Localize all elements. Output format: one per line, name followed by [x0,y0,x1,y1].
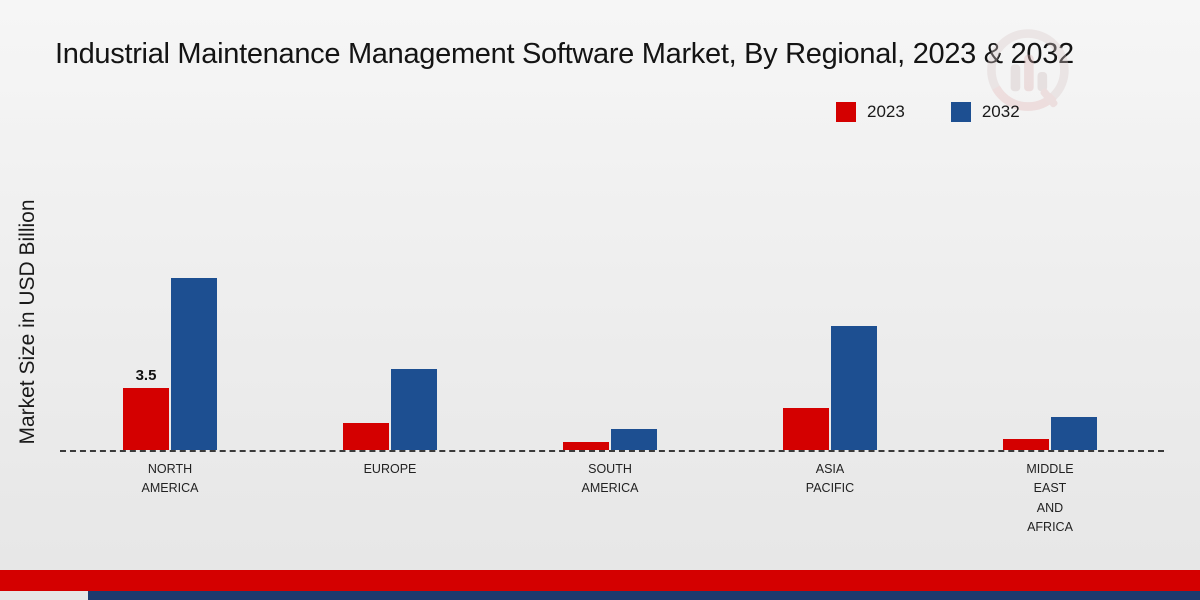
x-axis-baseline [60,450,1164,452]
legend-item-2023: 2023 [836,102,905,122]
legend-label-2023: 2023 [867,102,905,121]
legend-label-2032: 2032 [981,102,1020,121]
legend-swatch-2023 [836,102,856,122]
category-label-north-america: NORTH AMERICA [141,462,199,496]
bar-2032-asia-pacific [831,326,877,450]
legend: 2023 2032 [836,102,1020,122]
bar-2023-europe [343,423,389,450]
bar-2032-europe [391,369,437,450]
category-label-middle-east-and-africa: MIDDLE EAST AND AFRICA [1026,462,1074,535]
bar-2032-north-america [171,278,217,450]
bar-2023-middle-east-and-africa [1003,439,1049,450]
bar-2023-south-america [563,442,609,450]
bar-2032-middle-east-and-africa [1051,417,1097,450]
bar-value-label: 3.5 [135,367,157,384]
footer-red-band [0,570,1200,591]
chart-title: Industrial Maintenance Management Softwa… [55,38,1074,70]
legend-item-2032: 2032 [950,102,1020,122]
category-label-asia-pacific: ASIA PACIFIC [805,462,855,496]
category-label-south-america: SOUTH AMERICA [581,462,639,496]
y-axis-label: Market Size in USD Billion [16,199,39,445]
bar-2023-north-america [123,388,169,450]
legend-swatch-2032 [950,102,971,122]
bar-2023-asia-pacific [783,408,829,450]
footer-navy-band [88,591,1200,600]
category-label-europe: EUROPE [363,462,417,476]
bar-2032-south-america [611,429,657,450]
